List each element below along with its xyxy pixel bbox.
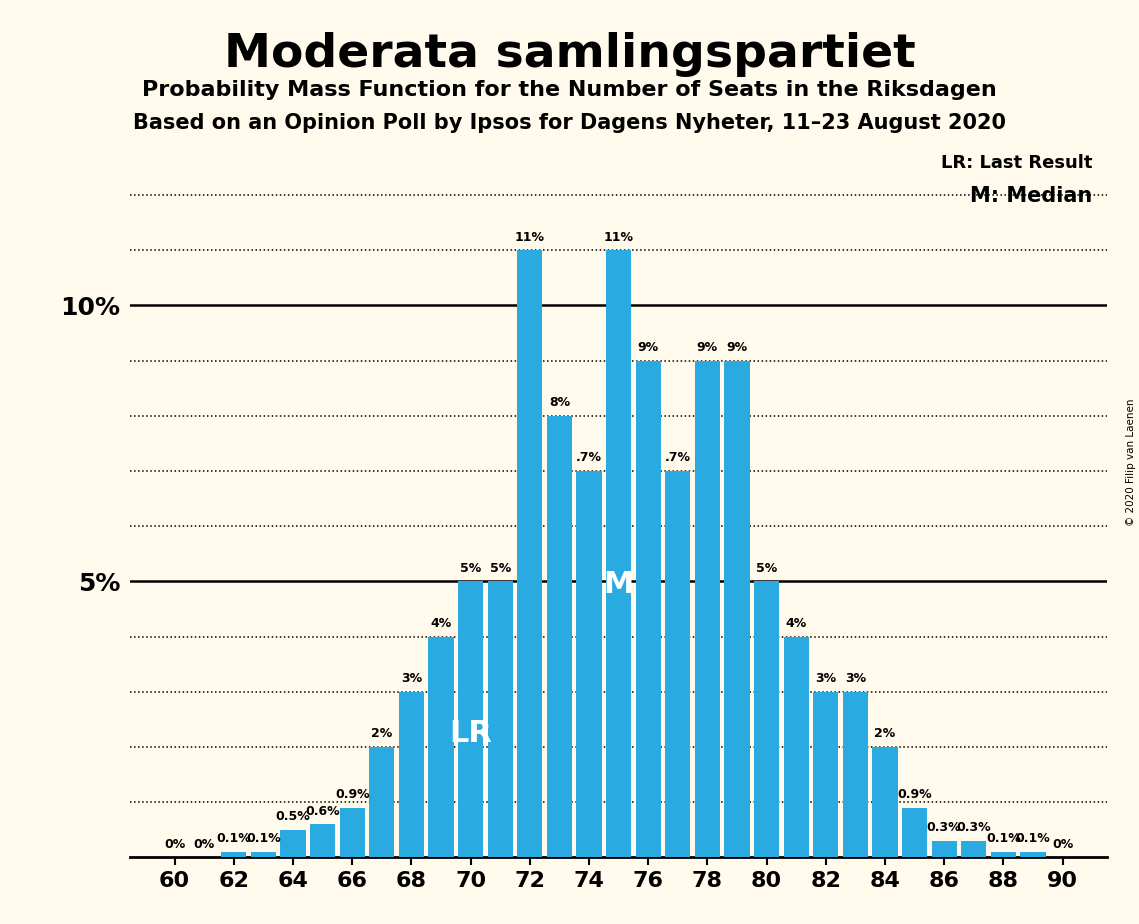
Text: 9%: 9% [727,341,747,354]
Text: Based on an Opinion Poll by Ipsos for Dagens Nyheter, 11–23 August 2020: Based on an Opinion Poll by Ipsos for Da… [133,113,1006,133]
Bar [547,416,572,857]
Text: 0.5%: 0.5% [276,810,311,823]
Text: M: Median: M: Median [970,187,1092,206]
Bar [843,692,868,857]
Text: 11%: 11% [604,230,633,244]
Bar [961,841,986,857]
Text: 5%: 5% [490,562,511,575]
Text: 0.1%: 0.1% [216,833,252,845]
Text: LR: LR [449,719,492,748]
Bar [784,637,809,857]
Text: Probability Mass Function for the Number of Seats in the Riksdagen: Probability Mass Function for the Number… [142,80,997,101]
Text: 0.9%: 0.9% [335,788,369,801]
Text: 5%: 5% [460,562,482,575]
Bar [606,250,631,857]
Bar [724,360,749,857]
Bar [517,250,542,857]
Bar [458,581,483,857]
Bar [251,852,276,857]
Text: LR: Last Result: LR: Last Result [941,154,1092,172]
Bar [428,637,453,857]
Bar [369,747,394,857]
Text: M: M [604,569,633,599]
Text: © 2020 Filip van Laenen: © 2020 Filip van Laenen [1126,398,1136,526]
Bar [487,581,513,857]
Text: .7%: .7% [665,451,690,464]
Bar [754,581,779,857]
Text: 0.1%: 0.1% [1016,833,1050,845]
Bar [399,692,424,857]
Bar [576,471,601,857]
Text: 5%: 5% [756,562,777,575]
Bar [665,471,690,857]
Bar [991,852,1016,857]
Bar [310,824,335,857]
Text: .7%: .7% [576,451,603,464]
Text: 0%: 0% [194,838,215,851]
Text: 0%: 0% [164,838,186,851]
Text: 9%: 9% [697,341,718,354]
Text: 0.1%: 0.1% [246,833,281,845]
Bar [813,692,838,857]
Text: 0.6%: 0.6% [305,805,339,818]
Text: 4%: 4% [431,617,452,630]
Text: 2%: 2% [875,727,895,740]
Text: 3%: 3% [816,672,836,685]
Bar [221,852,246,857]
Bar [280,830,305,857]
Bar [932,841,957,857]
Bar [339,808,364,857]
Bar [902,808,927,857]
Bar [695,360,720,857]
Text: Moderata samlingspartiet: Moderata samlingspartiet [223,32,916,78]
Text: 8%: 8% [549,396,570,409]
Bar [872,747,898,857]
Text: 2%: 2% [371,727,393,740]
Bar [636,360,661,857]
Text: 0.1%: 0.1% [986,833,1021,845]
Bar [1021,852,1046,857]
Text: 0%: 0% [1052,838,1073,851]
Text: 0.3%: 0.3% [957,821,991,834]
Text: 3%: 3% [401,672,421,685]
Text: 9%: 9% [638,341,658,354]
Text: 11%: 11% [515,230,544,244]
Text: 0.9%: 0.9% [898,788,932,801]
Text: 0.3%: 0.3% [927,821,961,834]
Text: 3%: 3% [845,672,866,685]
Text: 4%: 4% [786,617,806,630]
